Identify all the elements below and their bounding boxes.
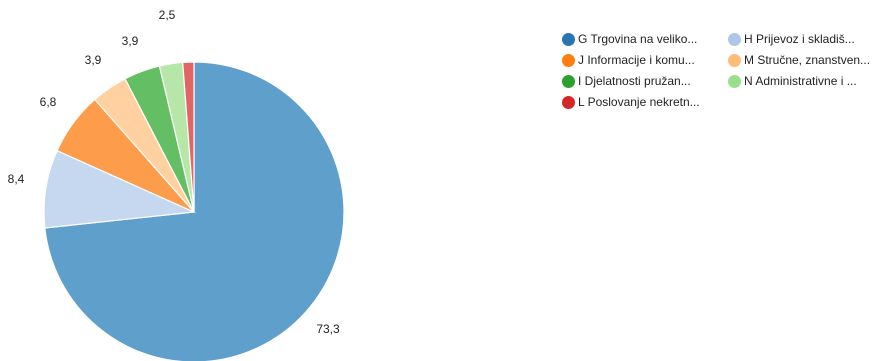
- legend-swatch-icon: [728, 74, 741, 88]
- pie-data-label-4: 3,9: [85, 53, 102, 67]
- legend-swatch-icon: [728, 32, 741, 46]
- legend-item-6[interactable]: N Administrativne i ...: [728, 74, 857, 88]
- pie-data-label-3: 6,8: [40, 95, 57, 109]
- legend-label: H Prijevoz i skladiš...: [744, 32, 855, 46]
- pie-labels: 73,3 8,4 6,8 3,9 3,9 2,5: [8, 8, 340, 336]
- legend-label: L Poslovanje nekretn...: [578, 95, 700, 109]
- legend-label: G Trgovina na veliko...: [578, 32, 698, 46]
- pie-data-label-5: 3,9: [122, 34, 139, 48]
- legend-swatch-icon: [562, 32, 575, 46]
- legend-label: I Djelatnosti pružan...: [578, 74, 691, 88]
- pie-slice-7[interactable]: [182, 61, 195, 213]
- legend-item-5[interactable]: I Djelatnosti pružan...: [562, 74, 691, 88]
- legend-item-4[interactable]: M Stručne, znanstven...: [728, 53, 870, 67]
- legend-item-1[interactable]: G Trgovina na veliko...: [562, 32, 697, 46]
- legend-label: J Informacije i komu...: [578, 53, 695, 67]
- legend-item-3[interactable]: J Informacije i komu...: [562, 53, 695, 67]
- pie-data-label-2: 8,4: [8, 172, 25, 186]
- legend-item-7[interactable]: L Poslovanje nekretn...: [562, 95, 700, 109]
- pie-data-label-1: 73,3: [316, 322, 340, 336]
- legend-swatch-icon: [562, 53, 575, 67]
- pie-slices: [43, 61, 345, 361]
- legend-item-2[interactable]: H Prijevoz i skladiš...: [728, 32, 855, 46]
- legend-swatch-icon: [562, 95, 575, 109]
- legend-swatch-icon: [562, 74, 575, 88]
- pie-data-label-6: 2,5: [159, 8, 176, 22]
- legend-label: M Stručne, znanstven...: [744, 53, 871, 67]
- legend-label: N Administrativne i ...: [744, 74, 857, 88]
- legend-swatch-icon: [728, 53, 741, 67]
